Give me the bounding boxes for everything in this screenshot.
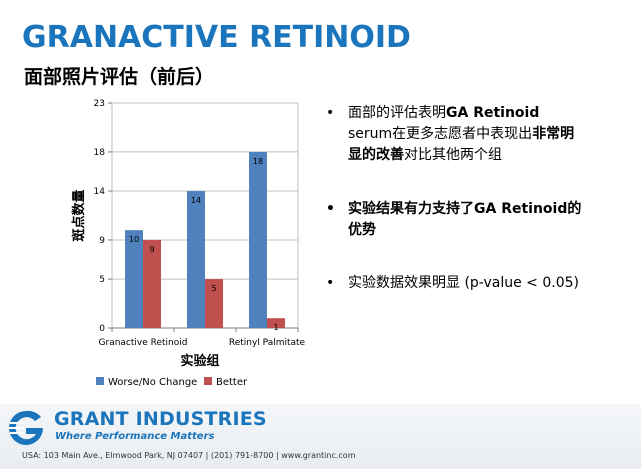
page-subtitle: 面部照片评估（前后） bbox=[24, 66, 215, 88]
bullet-text: 对比其他两个组 bbox=[404, 147, 502, 163]
bar-value-label: 9 bbox=[149, 245, 154, 254]
x-tick-label: Granactive Retinoid bbox=[99, 338, 188, 348]
y-tick-label: 14 bbox=[94, 187, 106, 197]
footer-bar bbox=[0, 404, 641, 469]
legend-swatch bbox=[96, 377, 104, 385]
y-tick-label: 0 bbox=[99, 324, 105, 334]
company-name: GRANT INDUSTRIES bbox=[54, 408, 267, 430]
x-axis-title: 实验组 bbox=[180, 353, 219, 369]
bullet-text: serum在更多志愿者中表现出 bbox=[348, 126, 533, 142]
company-address: USA: 103 Main Ave., Elmwood Park, NJ 074… bbox=[22, 451, 356, 460]
y-tick-label: 18 bbox=[94, 148, 106, 158]
grant-logo-icon bbox=[8, 410, 43, 445]
bar-better bbox=[205, 279, 223, 328]
bar-value-label: 10 bbox=[129, 235, 139, 244]
page-title: GRANACTIVE RETINOID bbox=[22, 20, 411, 55]
bullet-item-pvalue: 实验数据效果明显 (p-value < 0.05) bbox=[322, 273, 587, 294]
bar-value-label: 1 bbox=[273, 323, 278, 332]
bar-chart: 0 5 9 14 18 23 10 9 Granactive Retinoid 14 5 18 1 Ret… bbox=[71, 99, 306, 388]
legend-swatch bbox=[204, 377, 212, 385]
bar-worse-no-change bbox=[125, 230, 143, 328]
company-tagline: Where Performance Matters bbox=[55, 431, 215, 442]
y-tick-label: 5 bbox=[99, 275, 105, 285]
legend-label: Better bbox=[216, 377, 248, 388]
y-axis-title: 斑点数量 bbox=[71, 189, 87, 241]
legend-label: Worse/No Change bbox=[108, 377, 197, 388]
bar-value-label: 5 bbox=[211, 284, 216, 293]
bar-value-label: 18 bbox=[253, 157, 263, 166]
bullet-item-support: 实验结果有力支持了GA Retinoid的优势 bbox=[322, 199, 587, 241]
bar-worse-no-change bbox=[249, 151, 267, 328]
bullet-list: 面部的评估表明GA Retinoid serum在更多志愿者中表现出非常明显的改善… bbox=[322, 103, 587, 294]
bullet-text: 面部的评估表明 bbox=[348, 105, 446, 121]
x-tick-label: Retinyl Palmitate bbox=[229, 338, 306, 348]
bullet-highlight-product: GA Retinoid bbox=[446, 105, 540, 121]
y-tick-label: 23 bbox=[94, 99, 105, 109]
bar-value-label: 14 bbox=[191, 196, 201, 205]
bar-better bbox=[143, 239, 161, 328]
bar-better bbox=[267, 318, 285, 328]
bullet-item-evaluation: 面部的评估表明GA Retinoid serum在更多志愿者中表现出非常明显的改善… bbox=[322, 103, 587, 166]
y-tick-label: 9 bbox=[99, 236, 105, 246]
bar-worse-no-change bbox=[187, 191, 205, 328]
bullet-highlight-improvement: 非常明显的改善 bbox=[348, 126, 575, 163]
